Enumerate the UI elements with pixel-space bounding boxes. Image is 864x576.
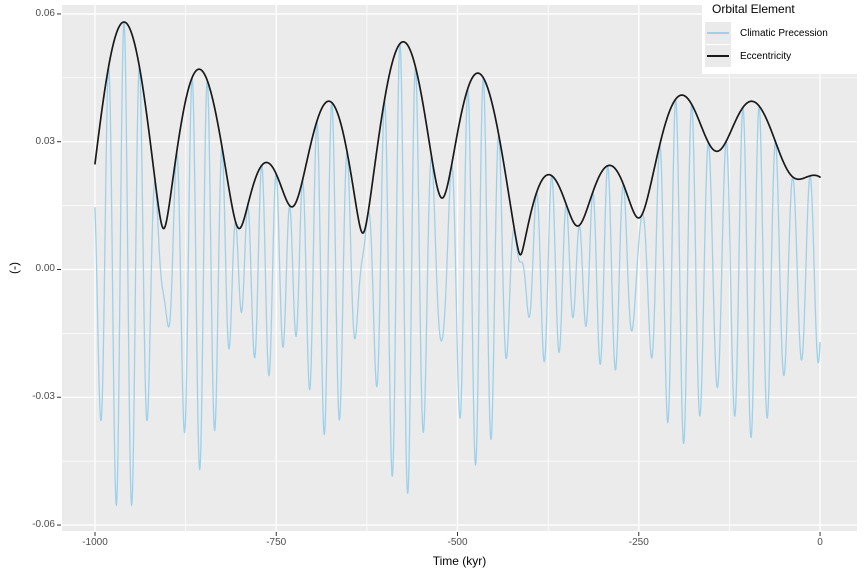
legend-key bbox=[705, 22, 731, 44]
legend-entry-climatic-precession: Climatic Precession bbox=[705, 22, 828, 44]
x-tick-label: -500 bbox=[447, 537, 468, 548]
plot-panel bbox=[62, 5, 857, 531]
x-tick-label: -250 bbox=[628, 537, 649, 548]
legend-key bbox=[705, 45, 731, 67]
legend-label: Climatic Precession bbox=[740, 27, 828, 39]
legend: Orbital Element Climatic Precession Ecce… bbox=[702, 0, 864, 74]
y-tick-label: 0.06 bbox=[35, 7, 55, 19]
y-tick-label: -0.03 bbox=[32, 391, 55, 403]
x-axis-title: Time (kyr) bbox=[432, 554, 487, 568]
climatic-precession-line bbox=[94, 21, 821, 507]
x-tick-label: -750 bbox=[266, 537, 287, 548]
x-tick-label: 0 bbox=[817, 537, 823, 548]
precession-line-swatch-icon bbox=[707, 32, 729, 34]
eccentricity-line bbox=[94, 21, 821, 256]
y-tick-label: -0.06 bbox=[32, 519, 55, 531]
y-tick-label: 0.03 bbox=[35, 135, 55, 147]
eccentricity-line-swatch-icon bbox=[707, 55, 729, 57]
x-tick-label: -1000 bbox=[82, 537, 108, 548]
legend-title: Orbital Element bbox=[712, 2, 795, 16]
y-tick-label: 0.00 bbox=[35, 263, 55, 275]
legend-label: Eccentricity bbox=[740, 50, 792, 62]
legend-entry-eccentricity: Eccentricity bbox=[705, 45, 791, 67]
y-axis-title: (-) bbox=[7, 262, 21, 274]
